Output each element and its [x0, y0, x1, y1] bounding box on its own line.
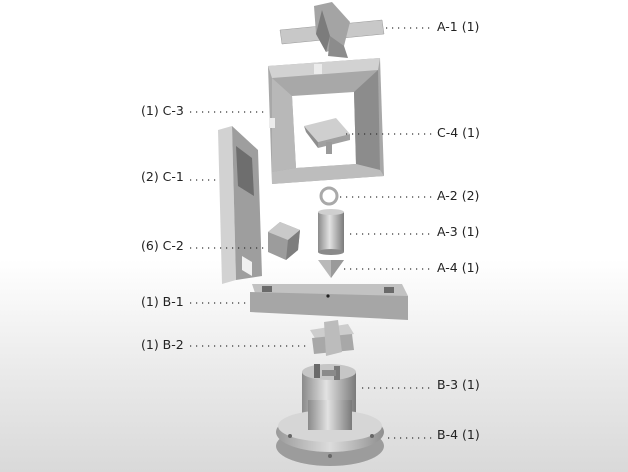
- part-c4: [304, 118, 350, 154]
- part-b4: [276, 400, 384, 466]
- part-a3: [318, 209, 344, 255]
- part-a2: [319, 186, 339, 206]
- part-a1: [279, 2, 385, 58]
- part-c2: [268, 222, 300, 260]
- label-b1: (1) B-1: [141, 294, 184, 309]
- label-c1: (2) C-1: [141, 169, 184, 184]
- label-c2: (6) C-2: [141, 238, 184, 253]
- label-c3: (1) C-3: [141, 103, 184, 118]
- part-b1: [250, 284, 408, 320]
- leader-lines: [190, 27, 434, 439]
- label-a4: A-4 (1): [437, 260, 480, 275]
- label-a1: A-1 (1): [437, 19, 480, 34]
- label-a2: A-2 (2): [437, 188, 480, 203]
- label-b4: B-4 (1): [437, 427, 480, 442]
- label-c4: C-4 (1): [437, 125, 480, 140]
- part-b2: [310, 320, 354, 356]
- part-a4: [318, 260, 344, 278]
- label-a3: A-3 (1): [437, 224, 480, 239]
- part-c1: [218, 126, 262, 284]
- label-b2: (1) B-2: [141, 337, 184, 352]
- label-b3: B-3 (1): [437, 377, 480, 392]
